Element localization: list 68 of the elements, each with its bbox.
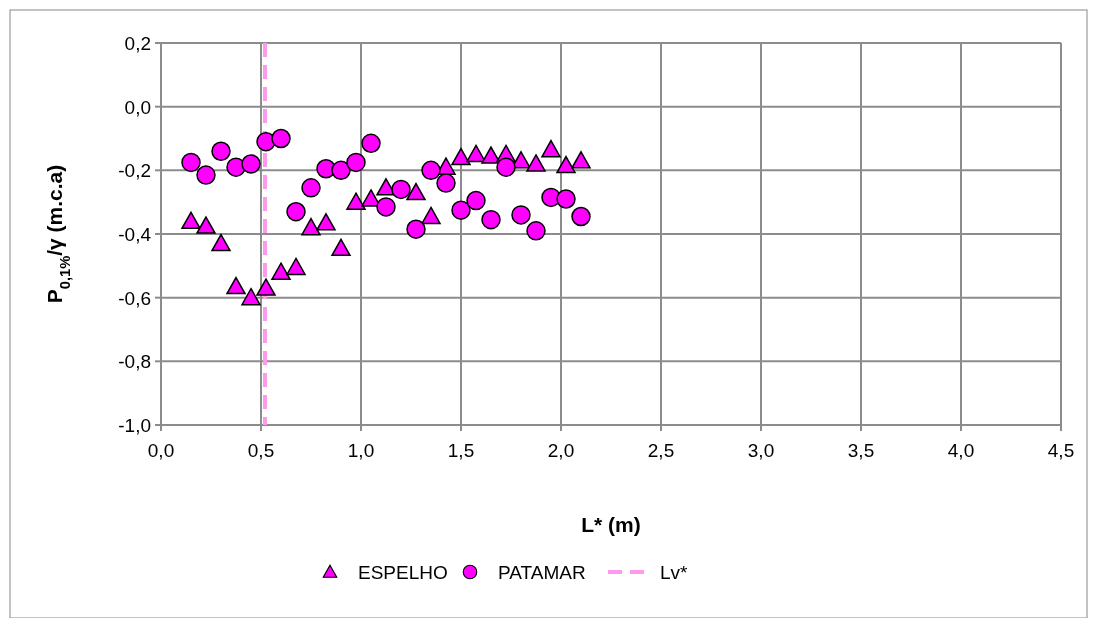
point [421,206,441,225]
point [391,179,411,200]
point [376,178,396,196]
point [526,221,546,241]
point [241,154,261,174]
legend-label: ESPELHO [358,562,448,583]
point [421,160,441,181]
point [361,133,381,154]
point [496,157,516,177]
y-tick-label: -0,8 [118,351,151,373]
point [451,200,471,220]
point [301,217,321,236]
point [226,276,246,295]
y-tick-label: -1,0 [118,415,151,436]
point [331,238,351,257]
point [511,205,531,225]
point [181,152,201,173]
point [376,197,396,217]
x-tick-label: 2,5 [647,440,675,461]
point [241,287,261,306]
point [211,141,231,161]
x-tick-label: 2,0 [547,440,575,461]
y-tick-label: 0,2 [124,33,151,54]
point [466,190,486,211]
point [526,154,546,172]
x-tick-label: 3,5 [847,440,875,461]
x-tick-label: 4,0 [947,440,975,461]
x-tick-label: 0,5 [247,440,275,461]
point [271,262,291,280]
point [556,155,576,174]
point [541,139,561,158]
point [271,128,291,149]
x-axis-title: L* (m) [581,513,641,536]
point [181,211,201,230]
point [346,152,366,173]
y-tick-label: -0,6 [118,287,151,309]
x-tick-label: 4,5 [1047,440,1075,461]
point [196,165,216,185]
x-tick-label: 1,5 [447,440,475,461]
y-tick-label: -0,2 [118,160,151,182]
point [481,209,501,230]
point [286,201,306,222]
point [301,178,321,198]
point [406,219,426,239]
point [316,213,336,231]
x-tick-label: 3,0 [747,440,775,461]
x-tick-label: 0,0 [147,440,175,461]
point [406,182,426,201]
y-tick-label: 0,0 [124,96,151,118]
legend-label: Lv* [660,562,689,583]
point [556,189,576,209]
point [361,189,381,207]
point [451,147,471,166]
point [436,173,456,193]
point [211,233,231,252]
point [571,206,591,227]
point [571,151,591,169]
point [256,278,276,296]
point [286,257,306,276]
point [466,144,486,163]
y-tick-label: -0,4 [118,224,152,245]
point [511,151,531,169]
point [331,160,351,181]
legend-label: PATAMAR [498,562,586,583]
x-tick-label: 1,0 [347,440,375,461]
point [481,146,501,164]
point [196,216,216,234]
point [346,192,366,210]
